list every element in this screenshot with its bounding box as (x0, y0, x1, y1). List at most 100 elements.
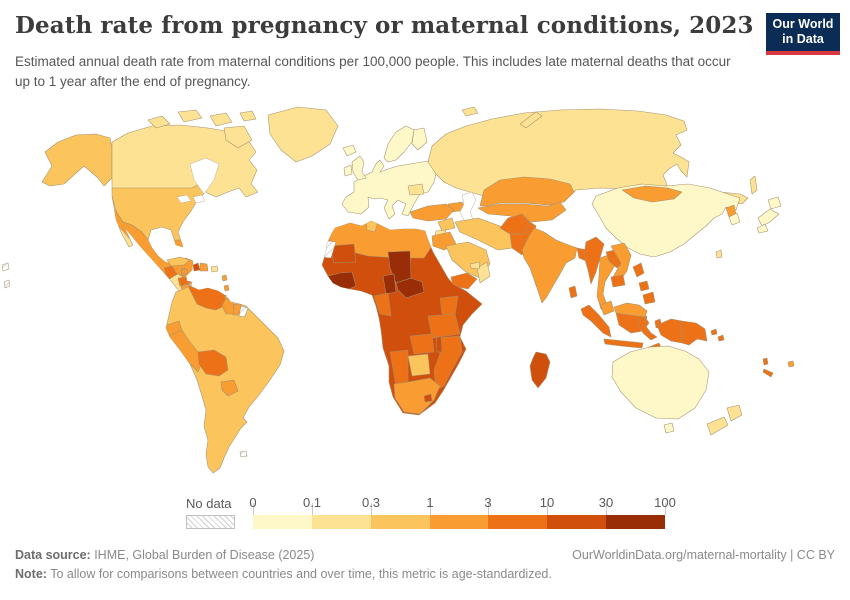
country-philippines[interactable] (638, 280, 650, 292)
region-french-guiana[interactable] (238, 305, 249, 318)
country-australia[interactable] (611, 345, 710, 420)
island-sumatra[interactable] (580, 304, 612, 338)
owid-logo[interactable]: Our World in Data (766, 13, 840, 55)
country-kazakhstan[interactable] (479, 176, 575, 207)
country-alaska[interactable] (41, 133, 113, 187)
country-bolivia[interactable] (197, 349, 229, 377)
country-mongolia[interactable] (621, 185, 683, 203)
country-japan[interactable] (756, 223, 769, 234)
country-cambodia[interactable] (610, 274, 626, 288)
country-malaysia[interactable] (599, 300, 615, 316)
lesser-antilles[interactable] (223, 284, 230, 292)
vanuatu[interactable] (762, 357, 769, 366)
country-kenya[interactable] (439, 295, 459, 317)
country-dominican-republic[interactable] (199, 262, 209, 272)
new-caledonia[interactable] (762, 368, 774, 378)
country-zambia[interactable] (409, 333, 435, 355)
tasmania[interactable] (663, 422, 675, 434)
svalbard[interactable] (461, 106, 479, 117)
country-finland[interactable] (411, 127, 428, 151)
legend-swatch-30-100[interactable] (606, 515, 666, 529)
country-central-african-republic[interactable] (395, 277, 425, 299)
country-philippines[interactable] (632, 262, 645, 278)
legend-swatch-0.1-0.3[interactable] (311, 515, 371, 529)
country-jamaica[interactable] (180, 268, 189, 275)
legend-swatch-3-10[interactable] (488, 515, 548, 529)
legend-color-bar (253, 515, 666, 529)
island-java[interactable] (603, 338, 644, 349)
region-south-america[interactable] (165, 285, 285, 474)
solomon-islands[interactable] (710, 328, 718, 336)
arctic-islands[interactable] (177, 109, 203, 123)
country-philippines[interactable] (642, 291, 656, 305)
source-label: Data source: (15, 548, 91, 562)
country-paraguay[interactable] (220, 379, 239, 397)
country-new-zealand[interactable] (726, 404, 743, 422)
country-sri-lanka[interactable] (568, 285, 578, 299)
pacific-islands[interactable] (1, 262, 10, 272)
country-lesotho[interactable] (423, 393, 433, 403)
country-united-kingdom[interactable] (351, 155, 367, 181)
country-tunisia[interactable] (365, 220, 379, 233)
lesser-antilles[interactable] (221, 274, 228, 282)
arctic-islands[interactable] (239, 110, 257, 122)
canonical-link[interactable]: OurWorldinData.org/maternal-mortality | … (572, 548, 835, 562)
legend-tick-mark (253, 503, 254, 515)
country-malawi[interactable] (435, 335, 443, 353)
country-south-korea[interactable] (728, 212, 741, 226)
country-haiti[interactable] (192, 262, 201, 272)
fiji[interactable] (787, 360, 795, 368)
region-scandinavia[interactable] (383, 125, 415, 163)
legend-tick-mark (371, 503, 372, 515)
legend-tick-mark (606, 503, 607, 515)
solomon-islands[interactable] (717, 334, 725, 342)
legend-tick-mark (430, 503, 431, 515)
country-new-zealand[interactable] (706, 416, 729, 436)
region-congo-gabon[interactable] (373, 292, 392, 317)
owid-logo-accent-strip (766, 51, 840, 55)
pacific-islands[interactable] (3, 279, 11, 289)
country-greenland[interactable] (267, 106, 339, 163)
country-puerto-rico[interactable] (210, 265, 219, 273)
country-papua-new-guinea[interactable] (681, 320, 708, 346)
country-uae[interactable] (469, 261, 481, 270)
legend-swatch-0-0.1[interactable] (253, 515, 312, 529)
note-text: To allow for comparisons between countri… (46, 567, 552, 581)
country-ireland[interactable] (343, 164, 353, 177)
country-taiwan[interactable] (715, 249, 723, 259)
no-data-swatch[interactable] (186, 515, 235, 529)
region-central-asia[interactable] (477, 201, 567, 223)
legend-tick-label: 1 (426, 495, 434, 510)
country-madagascar[interactable] (529, 351, 551, 389)
arctic-islands[interactable] (147, 115, 171, 129)
legend-tick-label: 30 (598, 495, 614, 510)
country-china[interactable] (591, 183, 741, 258)
country-iceland[interactable] (342, 144, 357, 157)
country-tanzania[interactable] (427, 313, 461, 339)
country-mauritania[interactable] (329, 243, 357, 264)
island-sulawesi[interactable] (638, 315, 658, 341)
country-cuba[interactable] (166, 256, 191, 267)
legend-swatch-0.3-1[interactable] (370, 515, 430, 529)
country-turkey[interactable] (409, 203, 455, 222)
arctic-islands[interactable] (223, 125, 253, 149)
note-label: Note: (15, 567, 47, 581)
country-india[interactable] (521, 227, 578, 304)
country-syria[interactable] (437, 217, 456, 232)
legend-tick-label: 3 (484, 495, 492, 510)
country-south-africa[interactable] (393, 377, 441, 415)
falkland-islands[interactable] (239, 450, 248, 458)
country-oman[interactable] (476, 261, 491, 284)
country-romania[interactable] (407, 183, 425, 196)
novaya-zemlya[interactable] (519, 111, 543, 129)
country-botswana[interactable] (407, 353, 431, 377)
legend-swatch-1-3[interactable] (429, 515, 489, 529)
sakhalin[interactable] (749, 175, 758, 195)
country-myanmar[interactable] (583, 236, 605, 285)
country-japan[interactable] (767, 196, 782, 210)
arctic-islands[interactable] (209, 112, 233, 127)
country-cameroon[interactable] (382, 273, 397, 295)
legend-tick-label: 0 (249, 495, 257, 510)
legend-swatch-10-30[interactable] (547, 515, 607, 529)
country-japan[interactable] (757, 208, 780, 227)
